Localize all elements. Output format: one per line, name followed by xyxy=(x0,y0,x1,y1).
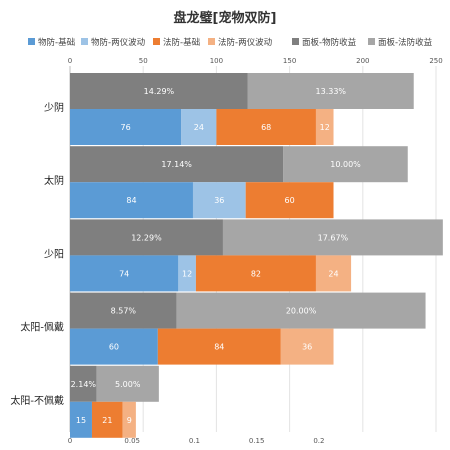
bar-label-1-gain-2: 13.33% xyxy=(316,87,347,96)
bar-3-stat-1 xyxy=(70,255,179,292)
bar-label-5-stat-4: 9 xyxy=(127,416,132,425)
bar-4-stat-1 xyxy=(70,328,158,365)
bottom-axis-tick-3: 0.1 xyxy=(189,437,200,445)
bar-label-4-stat-4: 36 xyxy=(302,343,312,352)
top-axis-tick-5: 200 xyxy=(356,57,369,65)
legend-swatch-4 xyxy=(208,38,215,45)
bar-5-gain-1 xyxy=(70,365,97,402)
category-label-5: 太阳-不佩戴 xyxy=(10,394,64,407)
bar-label-2-stat-2: 36 xyxy=(214,196,224,205)
bar-label-5-stat-3: 21 xyxy=(102,416,112,425)
bar-label-3-stat-1: 74 xyxy=(119,269,129,278)
bar-label-5-gain-2: 5.00% xyxy=(115,380,141,389)
legend-label-3: 法防-基础 xyxy=(163,37,200,48)
category-label-2: 太阴 xyxy=(44,174,64,187)
top-axis-tick-1: 0 xyxy=(68,57,72,65)
top-axis-tick-4: 150 xyxy=(283,57,296,65)
bar-label-5-gain-1: 2.14% xyxy=(71,380,97,389)
legend-label-1: 物防-基础 xyxy=(38,37,75,48)
bar-4-gain-2 xyxy=(176,292,426,329)
bar-1-stat-4 xyxy=(315,109,334,145)
legend-swatch-2 xyxy=(81,38,88,45)
bar-1-stat-1 xyxy=(70,109,182,145)
bar-label-3-stat-3: 82 xyxy=(251,269,261,278)
bottom-axis-tick-2: 0.05 xyxy=(124,437,140,445)
bar-label-2-stat-1: 84 xyxy=(126,196,136,205)
bar-label-2-gain-2: 10.00% xyxy=(330,160,361,169)
legend-swatch-1 xyxy=(28,38,35,45)
bar-label-4-stat-3: 84 xyxy=(214,343,224,352)
top-axis-tick-6: 250 xyxy=(429,57,442,65)
top-axis-tick-2: 50 xyxy=(139,57,148,65)
bottom-axis-tick-5: 0.2 xyxy=(313,437,324,445)
bar-label-1-stat-4: 12 xyxy=(320,123,330,132)
bar-label-3-stat-4: 24 xyxy=(328,269,338,278)
bar-label-4-gain-2: 20.00% xyxy=(286,307,317,316)
bar-label-1-stat-2: 24 xyxy=(194,123,204,132)
bar-1-stat-3 xyxy=(216,109,316,145)
bar-2-stat-2 xyxy=(192,182,246,219)
bar-label-3-gain-2: 17.67% xyxy=(318,233,349,242)
bar-3-gain-1 xyxy=(70,219,223,256)
bar-label-2-gain-1: 17.14% xyxy=(161,160,192,169)
legend-label-5: 面板-物防收益 xyxy=(302,37,357,48)
legend-swatch-3 xyxy=(153,38,160,45)
bar-label-4-gain-1: 8.57% xyxy=(111,307,137,316)
bar-label-5-stat-1: 15 xyxy=(76,416,86,425)
bar-2-gain-1 xyxy=(70,146,284,183)
legend-swatch-6 xyxy=(368,38,375,45)
bar-1-stat-2 xyxy=(181,109,217,145)
bar-5-gain-2 xyxy=(96,365,159,402)
bar-5-stat-4 xyxy=(122,401,136,438)
category-label-1: 少阴 xyxy=(44,102,64,114)
bar-5-stat-1 xyxy=(70,401,92,438)
bar-1-gain-1 xyxy=(70,73,248,109)
bar-3-stat-2 xyxy=(178,255,196,292)
category-label-3: 少阳 xyxy=(44,248,64,260)
bar-label-1-gain-1: 14.29% xyxy=(144,87,175,96)
bar-label-3-stat-2: 12 xyxy=(182,269,192,278)
bar-5-stat-3 xyxy=(91,401,123,438)
bar-3-gain-2 xyxy=(222,219,443,256)
bar-label-2-stat-3: 60 xyxy=(285,196,295,205)
legend-label-4: 法防-两仪波动 xyxy=(218,37,273,48)
bar-label-1-stat-3: 68 xyxy=(261,123,271,132)
bar-2-stat-1 xyxy=(70,182,193,219)
bottom-axis-tick-1: 0 xyxy=(68,437,72,445)
bar-4-stat-4 xyxy=(280,328,334,365)
bar-2-gain-2 xyxy=(283,146,408,183)
bar-label-3-gain-1: 12.29% xyxy=(131,233,162,242)
bar-4-gain-1 xyxy=(70,292,177,329)
top-axis-tick-3: 100 xyxy=(210,57,223,65)
bottom-axis-tick-4: 0.15 xyxy=(249,437,265,445)
bar-label-1-stat-1: 76 xyxy=(121,123,131,132)
legend-swatch-5 xyxy=(292,38,299,45)
bar-1-gain-2 xyxy=(247,73,414,109)
legend-label-2: 物防-两仪波动 xyxy=(91,37,146,48)
bar-label-4-stat-1: 60 xyxy=(109,343,119,352)
chart-title: 盘龙璧[宠物双防] xyxy=(174,10,277,26)
legend-label-6: 面板-法防收益 xyxy=(378,37,433,48)
bar-2-stat-3 xyxy=(245,182,334,219)
bar-3-stat-3 xyxy=(195,255,316,292)
bar-4-stat-3 xyxy=(157,328,281,365)
category-label-4: 太阳-佩戴 xyxy=(20,321,64,334)
bar-3-stat-4 xyxy=(315,255,352,292)
